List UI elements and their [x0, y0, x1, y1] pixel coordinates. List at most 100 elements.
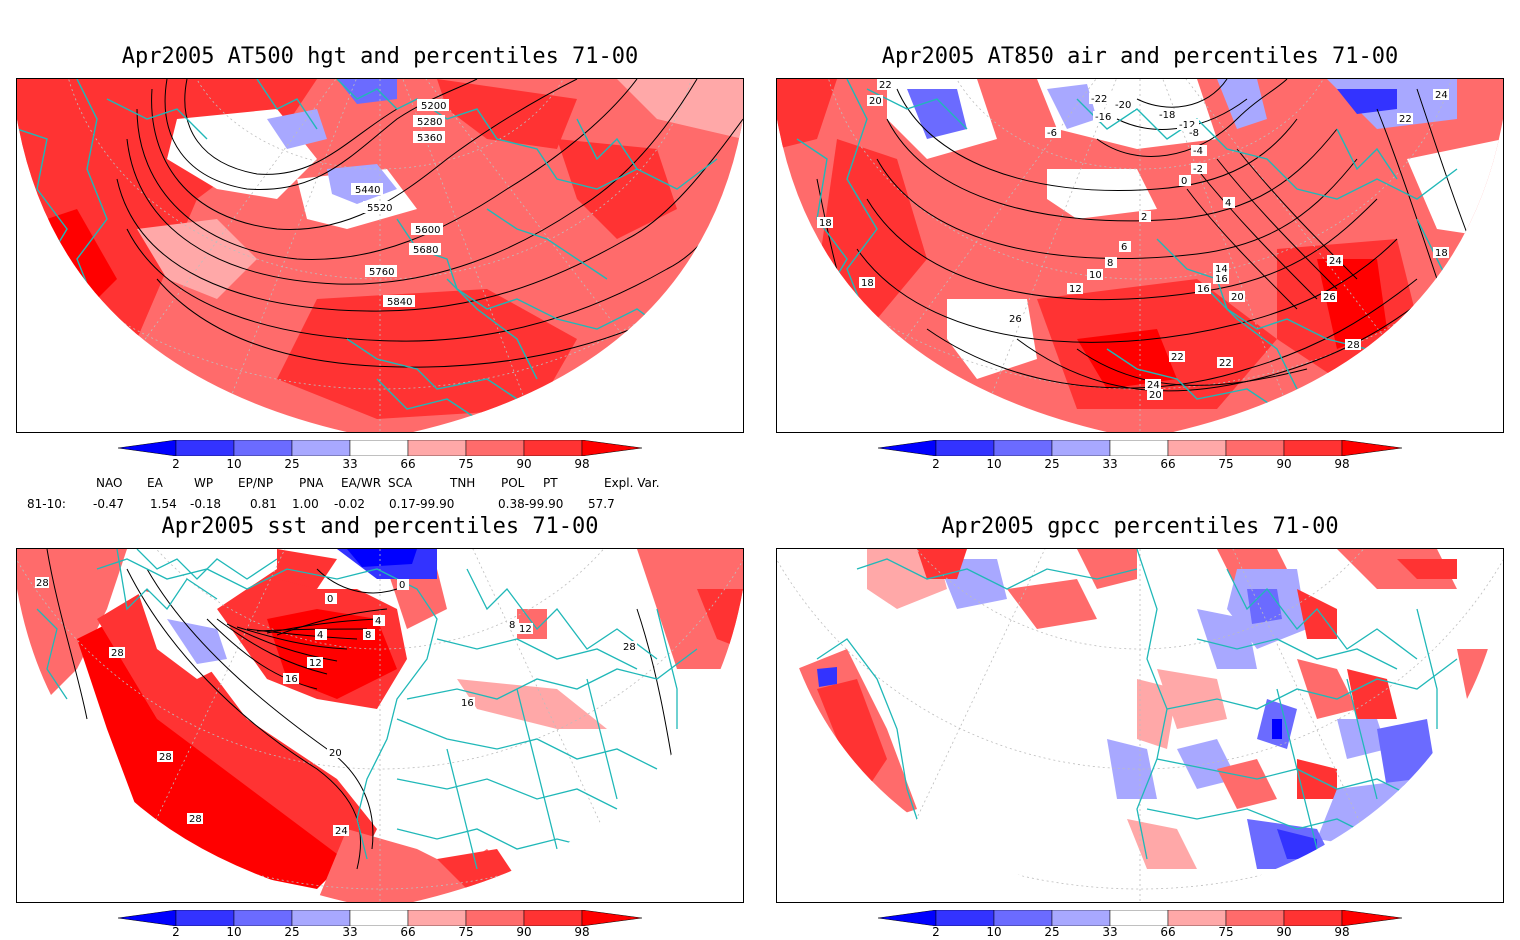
svg-text:14: 14 [1215, 264, 1228, 275]
contour-label: 16 [1195, 283, 1211, 295]
map-t850: 22 20 24 22 -22 -20 -16 -18 -12 -8 -6 -4… [776, 78, 1504, 433]
contour-label: -16 [1093, 111, 1115, 123]
colorbar-tick: 10 [986, 457, 1002, 471]
contour-label: 28 [1345, 339, 1361, 351]
svg-text:-12: -12 [1179, 120, 1195, 131]
contour-label: 16 [459, 697, 475, 709]
contour-label: 5200 [417, 99, 449, 112]
svg-text:0: 0 [399, 580, 405, 591]
panel-title-sst: Apr2005 sst and percentiles 71-00 [161, 514, 599, 539]
colorbar-tick: 90 [1276, 457, 1292, 471]
contour-label: 26 [1321, 291, 1337, 303]
colorbar-bottom-right: 2 10 25 33 66 75 90 98 [877, 909, 1403, 939]
contour-label: 5680 [409, 243, 441, 256]
contour-label: 16 [1213, 273, 1229, 285]
colorbar-tick: 75 [458, 457, 474, 471]
index-header: EP/NP [238, 476, 274, 490]
colorbar-tick: 66 [1160, 925, 1176, 939]
panel-title-gpcc: Apr2005 gpcc percentiles 71-00 [941, 514, 1339, 539]
contour-label: 18 [817, 217, 833, 229]
svg-text:16: 16 [285, 674, 298, 685]
svg-text:-4: -4 [1193, 146, 1203, 157]
svg-text:22: 22 [879, 80, 892, 91]
contour-label: -20 [1113, 99, 1135, 111]
svg-text:-22: -22 [1091, 94, 1107, 105]
contour-label: 8 [363, 629, 375, 641]
index-value: 1.54 [150, 497, 177, 511]
contour-label: 18 [1433, 247, 1449, 259]
svg-text:12: 12 [519, 624, 532, 635]
svg-text:22: 22 [1171, 352, 1184, 363]
contour-label: 20 [1229, 291, 1245, 303]
colorbar-tick: 2 [172, 457, 180, 471]
colorbar-gradient [117, 909, 643, 927]
index-header: POL [501, 476, 525, 490]
index-header: EA/WR [341, 476, 382, 490]
svg-text:5600: 5600 [415, 225, 440, 236]
contour-label: -22 [1089, 93, 1111, 105]
colorbar-tick: 2 [172, 925, 180, 939]
colorbar-tick: 2 [932, 925, 940, 939]
indices-header: NAO EA WP EP/NP PNA EA/WR SCA TNH POL PT… [0, 476, 760, 492]
contour-label: 20 [867, 95, 883, 107]
svg-text:28: 28 [111, 648, 124, 659]
contour-label: 10 [1087, 269, 1103, 281]
svg-text:24: 24 [1329, 256, 1342, 267]
contour-label: 5840 [383, 295, 415, 308]
contour-label: 28 [621, 641, 637, 653]
index-header: Expl. Var. [604, 476, 660, 490]
svg-text:28: 28 [623, 642, 636, 653]
contour-label: 12 [307, 657, 323, 669]
colorbar-tick: 98 [1334, 457, 1350, 471]
contour-label: 5760 [365, 265, 397, 278]
contour-label: -8 [1187, 127, 1203, 139]
svg-text:2: 2 [1141, 212, 1147, 223]
colorbar-tick: 98 [574, 457, 590, 471]
contour-label: 28 [187, 813, 203, 825]
contour-label: 22 [1397, 113, 1413, 125]
contour-label: 20 [1147, 389, 1163, 401]
colorbar-tick: 66 [400, 457, 416, 471]
svg-text:0: 0 [1181, 176, 1187, 187]
svg-text:26: 26 [1009, 314, 1022, 325]
panel-title-z500: Apr2005 AT500 hgt and percentiles 71-00 [121, 44, 639, 69]
contour-label: -4 [1191, 145, 1207, 157]
contour-label: 24 [1327, 255, 1343, 267]
svg-text:5280: 5280 [417, 117, 442, 128]
svg-text:20: 20 [869, 96, 882, 107]
svg-text:8: 8 [1107, 258, 1113, 269]
contour-label: 28 [109, 647, 125, 659]
contour-label: 22 [1169, 351, 1185, 363]
colorbar-tick: 33 [1102, 457, 1118, 471]
contour-label: 28 [35, 577, 49, 589]
contour-label: 24 [1433, 89, 1449, 101]
colorbar-tick: 33 [342, 925, 358, 939]
svg-text:22: 22 [1399, 114, 1412, 125]
svg-text:-8: -8 [1189, 128, 1199, 139]
svg-text:24: 24 [1435, 90, 1448, 101]
colorbar-tick: 66 [1160, 457, 1176, 471]
colorbar-tick: 90 [516, 925, 532, 939]
colorbar-tick: 33 [342, 457, 358, 471]
map-z500: 5200 5280 5360 5440 5520 5600 5680 5760 … [16, 78, 744, 433]
contour-label: 2 [1139, 211, 1151, 223]
colorbar-tick: 66 [400, 925, 416, 939]
colorbar-tick: 10 [226, 457, 242, 471]
colorbar-top-right: 2 10 25 33 66 75 90 98 [877, 439, 1403, 471]
colorbar-tick: 98 [1334, 925, 1350, 939]
svg-text:6: 6 [1121, 242, 1127, 253]
svg-text:5360: 5360 [417, 133, 442, 144]
contour-label: 5440 [351, 183, 383, 196]
map-gpcc [776, 548, 1504, 903]
svg-text:20: 20 [1149, 390, 1162, 401]
index-value: 0.17-99.90 [389, 497, 455, 511]
svg-text:28: 28 [36, 578, 49, 589]
colorbar-tick: 98 [574, 925, 590, 939]
contour-label: 5280 [413, 115, 445, 128]
contour-label: 12 [1067, 283, 1083, 295]
contour-label: 20 [327, 747, 343, 759]
index-row-label: 81-10: [27, 497, 66, 511]
svg-text:4: 4 [317, 630, 323, 641]
contour-label: 16 [283, 673, 299, 685]
index-header: NAO [96, 476, 123, 490]
